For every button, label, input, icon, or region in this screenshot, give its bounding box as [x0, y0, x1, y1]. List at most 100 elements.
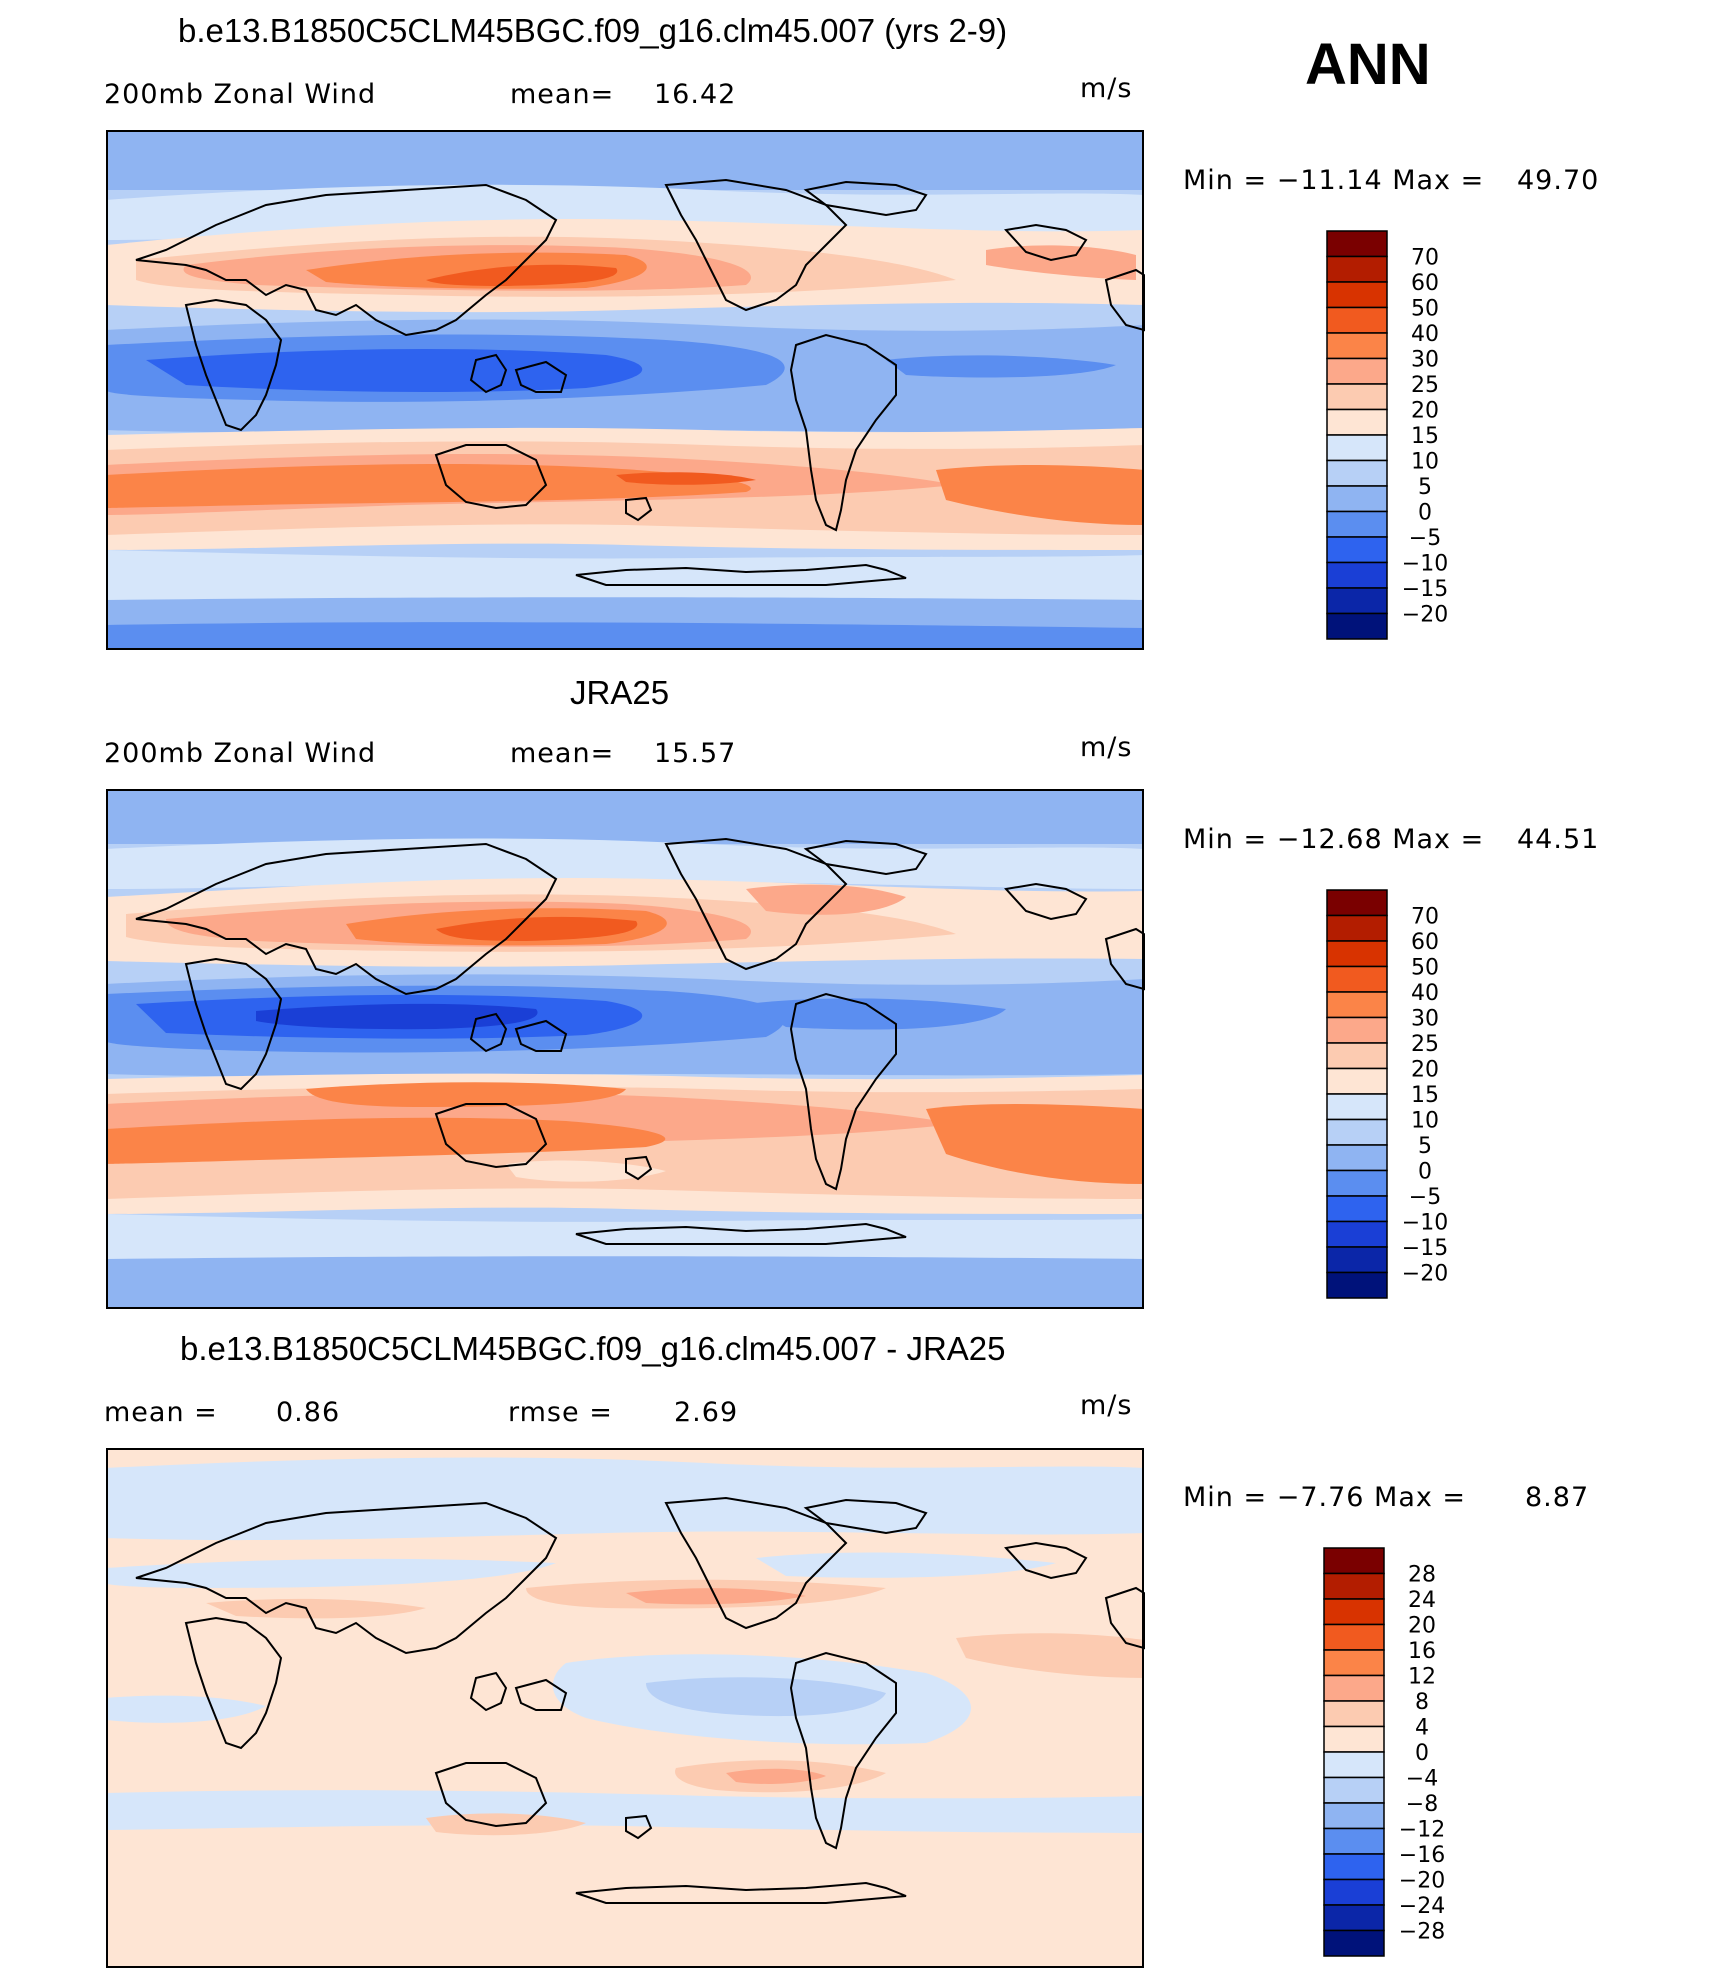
colorbar-tick-label: −12 [1399, 1818, 1445, 1843]
season-label: ANN [1305, 32, 1431, 97]
colorbar-swatch [1326, 459, 1388, 487]
colorbar-tick-label: 24 [1408, 1588, 1436, 1613]
panel-obs-mean-value: 15.57 [654, 738, 737, 769]
colorbar-tick-label: 30 [1411, 348, 1439, 373]
colorbar-tick-label: −15 [1402, 577, 1448, 602]
colorbar-swatch [1323, 1547, 1385, 1575]
colorbar-tick-label: 20 [1411, 399, 1439, 424]
panel-diff-rmse-label: rmse = [508, 1397, 613, 1428]
colorbar-tick-label: 5 [1418, 475, 1432, 500]
colorbar-swatch [1323, 1827, 1385, 1855]
colorbar-swatch [1326, 1246, 1388, 1274]
panel-obs-units: m/s [1080, 732, 1133, 763]
colorbar-swatch [1326, 383, 1388, 411]
panel-diff-mean-label: mean = [104, 1397, 218, 1428]
colorbar-swatch [1326, 1067, 1388, 1095]
panel-model-max-value: 49.70 [1517, 165, 1600, 196]
colorbar-tick-label: −5 [1409, 526, 1441, 551]
colorbar-tick-label: 16 [1408, 1639, 1436, 1664]
colorbar-tick-label: 40 [1411, 981, 1439, 1006]
panel-obs-title: JRA25 [570, 674, 670, 711]
colorbar-swatch [1323, 1572, 1385, 1600]
colorbar-swatch [1323, 1776, 1385, 1804]
colorbar-tick-label: −10 [1402, 1211, 1448, 1236]
colorbar-swatch [1326, 1271, 1388, 1299]
panel-obs-min-max: Min = −12.68 Max = [1183, 824, 1485, 855]
colorbar-swatch [1323, 1674, 1385, 1702]
colorbar-swatch [1326, 1042, 1388, 1070]
panel-model-title: b.e13.B1850C5CLM45BGC.f09_g16.clm45.007 … [178, 12, 1008, 49]
colorbar-swatch [1326, 991, 1388, 1019]
panel-obs-variable-label: 200mb Zonal Wind [104, 738, 377, 769]
colorbar-swatch [1323, 1598, 1385, 1626]
colorbar-swatch [1326, 940, 1388, 968]
colorbar-swatches [1323, 1547, 1385, 1957]
colorbar-tick-label: 50 [1411, 956, 1439, 981]
colorbar-swatch [1326, 1093, 1388, 1121]
panel-model-mean-label: mean= [510, 79, 615, 110]
colorbar-tick-label: −10 [1402, 552, 1448, 577]
colorbar-tick-label: 8 [1415, 1690, 1429, 1715]
colorbar-tick-label: 40 [1411, 322, 1439, 347]
colorbar-tick-label: −20 [1402, 603, 1448, 628]
colorbar-tick-label: −5 [1409, 1185, 1441, 1210]
colorbar-swatch [1323, 1751, 1385, 1779]
colorbar-tick-label: 20 [1411, 1058, 1439, 1083]
colorbar-swatch [1326, 485, 1388, 513]
panel-model-map [106, 130, 1145, 650]
panel-model-min-max: Min = −11.14 Max = [1183, 165, 1485, 196]
colorbar-swatch [1323, 1649, 1385, 1677]
colorbar-swatch [1326, 587, 1388, 615]
colorbar-swatch [1326, 434, 1388, 462]
colorbar-swatch [1323, 1700, 1385, 1728]
panel-diff-map [106, 1448, 1145, 1968]
colorbar-tick-label: 70 [1411, 246, 1439, 271]
colorbar-swatch [1323, 1802, 1385, 1830]
colorbar-tick-label: 10 [1411, 450, 1439, 475]
colorbar-swatch [1326, 1144, 1388, 1172]
colorbar-tick-label: 20 [1408, 1614, 1436, 1639]
colorbar-swatch [1326, 281, 1388, 309]
colorbar-swatch [1326, 1220, 1388, 1248]
colorbar-tick-label: 15 [1411, 1083, 1439, 1108]
colorbar-swatch [1323, 1725, 1385, 1753]
colorbar-swatch [1326, 357, 1388, 385]
colorbar-tick-label: −8 [1406, 1792, 1438, 1817]
colorbar-tick-label: 0 [1418, 1160, 1432, 1185]
colorbar-tick-label: −15 [1402, 1236, 1448, 1261]
colorbar-tick-label: 28 [1408, 1563, 1436, 1588]
colorbar-tick-label: 25 [1411, 1032, 1439, 1057]
panel-obs-mean-label: mean= [510, 738, 615, 769]
panel-diff-title: b.e13.B1850C5CLM45BGC.f09_g16.clm45.007 … [180, 1330, 1006, 1367]
colorbar-tick-label: 25 [1411, 373, 1439, 398]
colorbar-swatch [1326, 230, 1388, 258]
panel-diff-units: m/s [1080, 1390, 1133, 1421]
panel-diff-max-value: 8.87 [1525, 1482, 1590, 1513]
colorbar-swatch [1326, 306, 1388, 334]
colorbar-swatch [1323, 1623, 1385, 1651]
colorbar-swatch [1326, 1195, 1388, 1223]
colorbar-swatch [1323, 1929, 1385, 1957]
panel-model-units: m/s [1080, 73, 1133, 104]
colorbar-tick-label: 30 [1411, 1007, 1439, 1032]
colorbar-tick-label: −20 [1402, 1262, 1448, 1287]
colorbar-tick-label: 10 [1411, 1109, 1439, 1134]
colorbar-tick-label: 4 [1415, 1716, 1429, 1741]
colorbar-tick-label: −28 [1399, 1920, 1445, 1945]
colorbar-tick-label: −24 [1399, 1894, 1445, 1919]
colorbar-swatch [1326, 889, 1388, 917]
panel-obs-map [106, 789, 1145, 1309]
colorbar-swatch [1326, 612, 1388, 640]
colorbar-swatch [1323, 1853, 1385, 1881]
colorbar-tick-label: −20 [1399, 1869, 1445, 1894]
colorbar-swatch [1326, 561, 1388, 589]
colorbar-tick-label: 12 [1408, 1665, 1436, 1690]
colorbar-tick-label: 0 [1415, 1741, 1429, 1766]
colorbar-tick-label: 60 [1411, 930, 1439, 955]
panel-model-mean-value: 16.42 [654, 79, 737, 110]
colorbar-swatch [1326, 1118, 1388, 1146]
colorbar-tick-label: −4 [1406, 1767, 1438, 1792]
